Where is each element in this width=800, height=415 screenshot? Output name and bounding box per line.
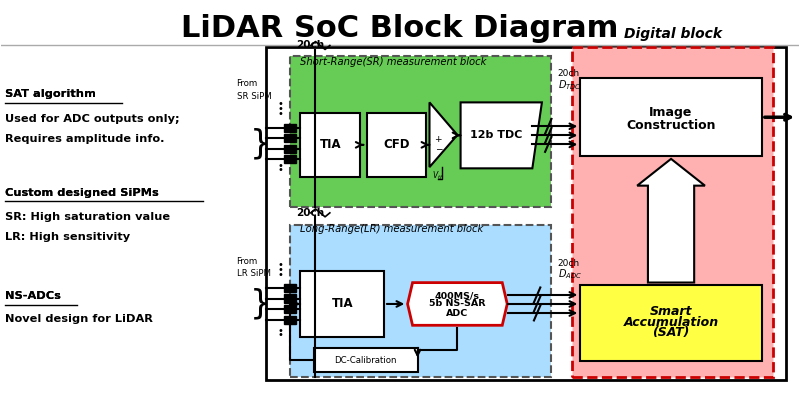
Text: Long-Range(LR) measurement block: Long-Range(LR) measurement block xyxy=(300,225,483,234)
Bar xyxy=(580,285,762,361)
Bar xyxy=(314,349,418,372)
Text: SR: High saturation value: SR: High saturation value xyxy=(6,212,170,222)
Text: Requires amplitude info.: Requires amplitude info. xyxy=(6,134,165,144)
Text: LiDAR SoC Block Diagram: LiDAR SoC Block Diagram xyxy=(182,14,618,43)
Text: Smart: Smart xyxy=(650,305,692,318)
Text: •: • xyxy=(278,326,283,336)
Text: LR SiPM: LR SiPM xyxy=(237,269,270,278)
Bar xyxy=(300,271,384,337)
Text: •: • xyxy=(278,100,283,110)
Text: TIA: TIA xyxy=(332,298,354,310)
Polygon shape xyxy=(461,103,542,168)
Text: •: • xyxy=(278,270,283,280)
Bar xyxy=(300,113,360,177)
Text: NS-ADCs: NS-ADCs xyxy=(6,291,62,301)
Bar xyxy=(284,155,295,164)
Text: 5b NS-SAR: 5b NS-SAR xyxy=(429,300,486,308)
Text: SAT algorithm: SAT algorithm xyxy=(6,89,96,99)
Polygon shape xyxy=(430,103,458,167)
Bar xyxy=(284,315,295,324)
Text: •: • xyxy=(278,260,283,270)
Text: Novel design for LiDAR: Novel design for LiDAR xyxy=(6,314,154,324)
Text: ADC: ADC xyxy=(446,308,469,317)
Text: LR: High sensitivity: LR: High sensitivity xyxy=(6,232,130,242)
Text: 20ch: 20ch xyxy=(296,208,325,218)
Text: Used for ADC outputs only;: Used for ADC outputs only; xyxy=(6,114,180,124)
Bar xyxy=(580,78,762,156)
Bar xyxy=(290,56,551,208)
Bar xyxy=(284,124,295,132)
Text: Image: Image xyxy=(650,106,693,119)
Text: $V_{th}$: $V_{th}$ xyxy=(432,170,445,182)
Bar xyxy=(284,305,295,313)
Text: •: • xyxy=(278,105,283,115)
Text: CFD: CFD xyxy=(383,138,410,151)
Text: •: • xyxy=(278,330,283,340)
Text: Custom designed SiPMs: Custom designed SiPMs xyxy=(6,188,159,198)
Text: SAT algorithm: SAT algorithm xyxy=(6,89,96,99)
Text: 20ch: 20ch xyxy=(296,41,325,51)
Text: DC-Calibration: DC-Calibration xyxy=(334,356,397,365)
Polygon shape xyxy=(407,283,507,325)
Text: Digital block: Digital block xyxy=(623,27,722,42)
Text: •: • xyxy=(278,265,283,275)
Bar xyxy=(284,295,295,303)
Text: −: − xyxy=(434,144,442,154)
Text: 20ch: 20ch xyxy=(558,259,580,268)
Text: $D_{ADC}$: $D_{ADC}$ xyxy=(558,267,582,281)
Bar xyxy=(366,113,426,177)
Text: }: } xyxy=(250,127,271,160)
Text: 20ch: 20ch xyxy=(558,69,580,78)
Text: Construction: Construction xyxy=(626,119,716,132)
Text: NS-ADCs: NS-ADCs xyxy=(6,291,62,301)
Bar xyxy=(572,47,773,376)
Text: +: + xyxy=(434,135,442,144)
Text: Accumulation: Accumulation xyxy=(623,315,718,329)
Text: }: } xyxy=(250,288,271,320)
Text: $D_{TDC}$: $D_{TDC}$ xyxy=(558,78,582,92)
Text: 12b TDC: 12b TDC xyxy=(470,130,522,140)
Text: TIA: TIA xyxy=(320,138,342,151)
Text: Custom designed SiPMs: Custom designed SiPMs xyxy=(6,188,159,198)
Text: From: From xyxy=(237,79,258,88)
Text: •: • xyxy=(278,166,283,176)
Bar xyxy=(284,134,295,142)
Bar xyxy=(290,225,551,376)
Text: 400MS/s: 400MS/s xyxy=(435,291,480,300)
Text: SR SiPM: SR SiPM xyxy=(237,92,271,101)
Bar xyxy=(284,284,295,293)
Text: (SAT): (SAT) xyxy=(652,326,690,339)
Text: •: • xyxy=(278,161,283,171)
Bar xyxy=(266,47,786,380)
Text: •: • xyxy=(278,109,283,120)
Text: Short-Range(SR) measurement block: Short-Range(SR) measurement block xyxy=(300,57,486,67)
FancyArrow shape xyxy=(637,159,705,283)
Bar xyxy=(284,145,295,153)
Text: From: From xyxy=(237,256,258,266)
